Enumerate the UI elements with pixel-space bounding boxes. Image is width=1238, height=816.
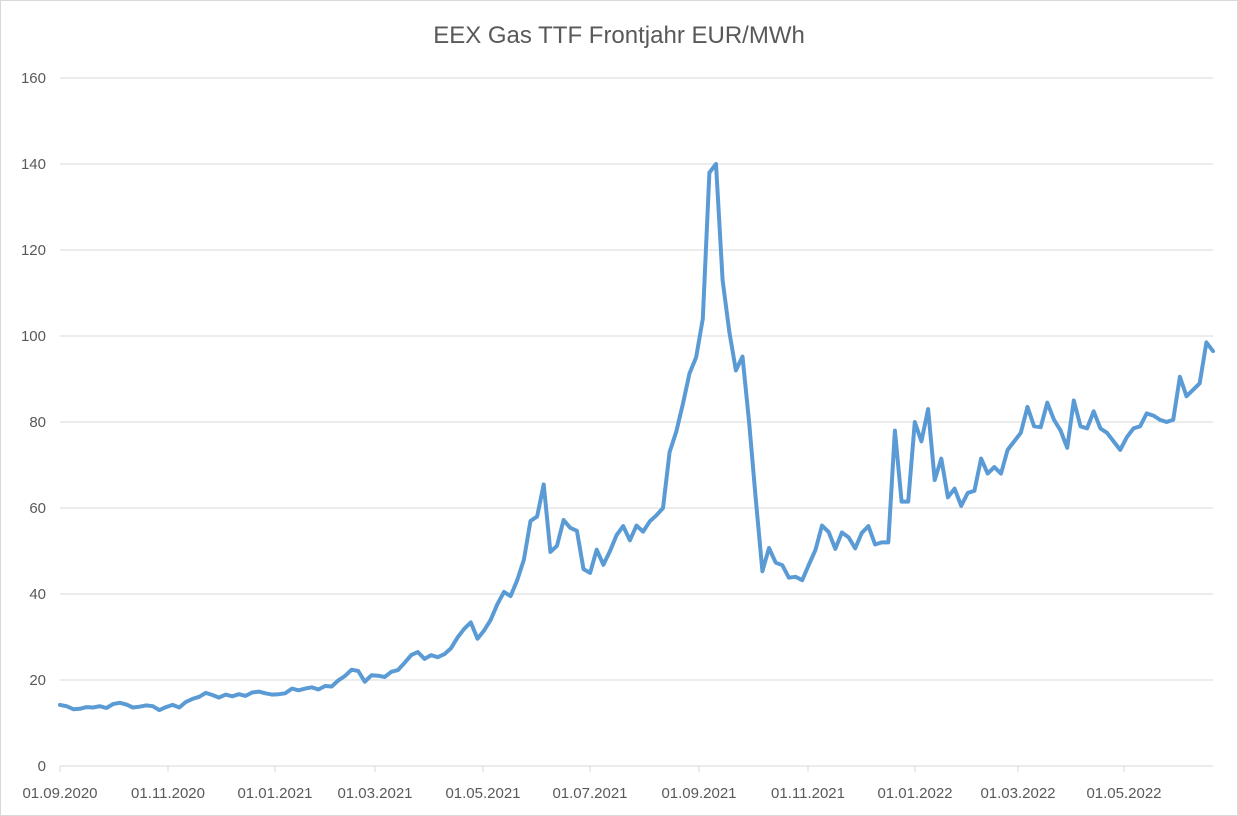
- y-tick-label: 20: [29, 672, 46, 689]
- y-tick-label: 0: [38, 758, 46, 775]
- y-tick-label: 100: [21, 328, 46, 345]
- x-tick-label: 01.03.2021: [337, 785, 412, 802]
- x-axis: 01.09.2020 01.11.2020 01.01.2021 01.03.2021…: [22, 766, 1162, 802]
- x-tick-label: 01.01.2021: [237, 785, 312, 802]
- x-tick-label: 01.09.2020: [22, 785, 97, 802]
- x-tick-label: 01.11.2021: [771, 785, 845, 802]
- price-line: [58, 162, 1215, 713]
- x-tick-label: 01.03.2022: [980, 785, 1055, 802]
- y-tick-label: 40: [29, 586, 46, 603]
- y-axis-ticks: 0 20 40 60 80 100 120 140 160: [21, 70, 46, 775]
- chart-title: EEX Gas TTF Frontjahr EUR/MWh: [433, 22, 805, 49]
- y-tick-label: 120: [21, 242, 46, 259]
- gridlines: [60, 77, 1213, 767]
- x-tick-label: 01.01.2022: [877, 785, 952, 802]
- x-tick-label: 01.11.2020: [131, 785, 205, 802]
- y-tick-label: 80: [29, 414, 46, 431]
- x-tick-label: 01.07.2021: [552, 785, 627, 802]
- x-tick-label: 01.05.2022: [1086, 785, 1161, 802]
- y-tick-label: 60: [29, 500, 46, 517]
- x-tick-label: 01.05.2021: [445, 785, 520, 802]
- x-tick-label: 01.09.2021: [661, 785, 736, 802]
- y-tick-label: 140: [21, 156, 46, 173]
- y-tick-label: 160: [21, 70, 46, 87]
